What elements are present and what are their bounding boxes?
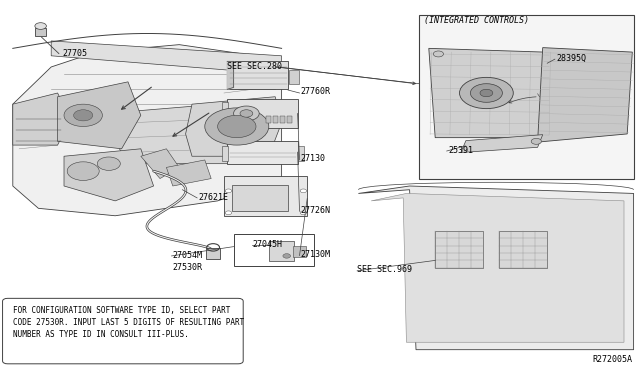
Text: 27130: 27130 [301, 154, 326, 163]
Text: 27760R: 27760R [301, 87, 331, 96]
Polygon shape [227, 61, 234, 89]
Text: 27045H: 27045H [253, 240, 283, 249]
Circle shape [240, 110, 253, 117]
Polygon shape [358, 186, 634, 350]
Circle shape [35, 23, 46, 29]
Circle shape [234, 106, 259, 121]
Circle shape [97, 157, 120, 170]
Bar [222, 102, 228, 126]
Circle shape [225, 211, 232, 215]
Text: 25391: 25391 [448, 146, 473, 155]
Circle shape [67, 162, 99, 180]
Polygon shape [13, 45, 282, 216]
Polygon shape [13, 93, 70, 145]
Circle shape [205, 108, 269, 145]
Bar [234, 234, 314, 266]
Polygon shape [429, 48, 550, 138]
Circle shape [300, 211, 307, 215]
Polygon shape [115, 104, 230, 164]
Text: 27054M: 27054M [173, 251, 203, 260]
Circle shape [74, 110, 93, 121]
FancyBboxPatch shape [3, 298, 243, 364]
Circle shape [531, 138, 541, 144]
Bar [224, 176, 307, 216]
Polygon shape [35, 28, 46, 36]
Polygon shape [58, 82, 141, 149]
Polygon shape [461, 135, 543, 153]
Bar [435, 231, 483, 268]
Bar [206, 248, 220, 259]
Text: 27130M: 27130M [301, 250, 331, 259]
Bar [227, 61, 288, 89]
Text: R272005A: R272005A [593, 355, 632, 364]
Text: FOR CONFIGURATION SOFTWARE TYPE ID, SELECT PART
CODE 27530R. INPUT LAST 5 DIGITS: FOR CONFIGURATION SOFTWARE TYPE ID, SELE… [13, 306, 244, 339]
Bar [266, 116, 271, 123]
Circle shape [480, 89, 493, 97]
Bar [273, 116, 278, 123]
Polygon shape [141, 149, 179, 179]
Circle shape [433, 51, 444, 57]
Circle shape [225, 189, 232, 193]
Polygon shape [166, 160, 211, 186]
Text: SEE SEC.280: SEE SEC.280 [227, 62, 282, 71]
Bar [232, 185, 288, 211]
Text: (INTEGRATED CONTROLS): (INTEGRATED CONTROLS) [424, 16, 529, 25]
Circle shape [64, 104, 102, 126]
Bar [298, 146, 304, 161]
Bar [269, 241, 294, 261]
Circle shape [218, 115, 256, 138]
Bar [499, 231, 547, 268]
Bar [280, 116, 285, 123]
Circle shape [283, 254, 291, 258]
Text: 27705: 27705 [63, 49, 88, 58]
Polygon shape [371, 193, 624, 342]
Polygon shape [186, 97, 282, 156]
Bar [293, 246, 306, 257]
Text: 28395Q: 28395Q [557, 54, 587, 63]
Bar [289, 70, 299, 84]
Text: 27621E: 27621E [198, 193, 228, 202]
Text: 27530R: 27530R [173, 263, 203, 272]
Text: SEE SEC.969: SEE SEC.969 [357, 265, 412, 274]
Polygon shape [64, 149, 154, 201]
Polygon shape [538, 48, 632, 142]
Bar [419, 15, 634, 179]
Circle shape [460, 77, 513, 109]
Bar [227, 141, 298, 164]
Text: 27726N: 27726N [301, 206, 331, 215]
Bar [222, 146, 228, 161]
Bar [227, 99, 298, 128]
Bar [287, 116, 292, 123]
Circle shape [470, 84, 502, 102]
Circle shape [300, 189, 307, 193]
Polygon shape [51, 41, 282, 74]
